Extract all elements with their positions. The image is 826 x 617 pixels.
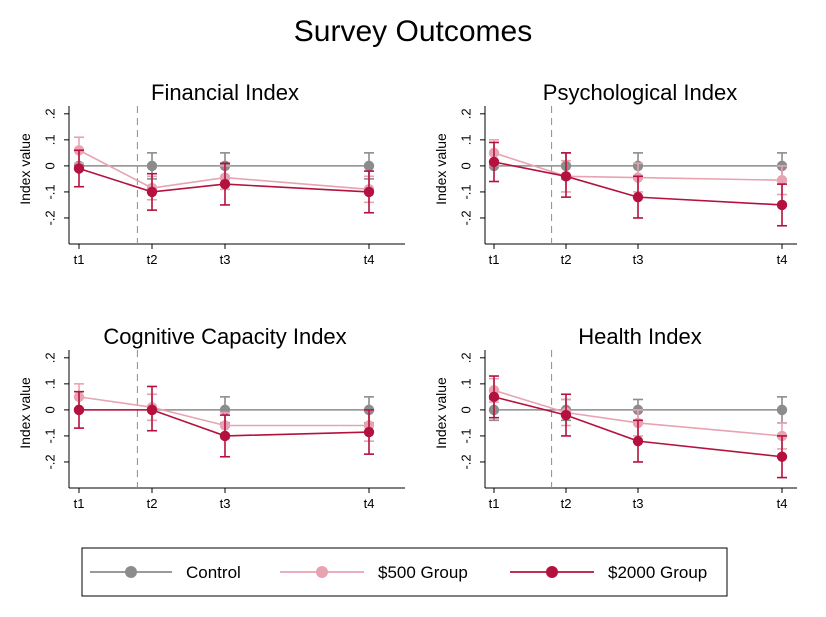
y-tick-label: -.2: [43, 454, 58, 469]
data-point: [363, 160, 375, 172]
series-line: [493, 161, 783, 206]
series--2000-group: [488, 141, 788, 227]
x-tick-label: t1: [74, 252, 85, 267]
y-tick-label: -.1: [459, 428, 474, 443]
chart-panel-1: Financial Index -.2 -.1 0 .1 .2 Index value t1 t…: [17, 80, 405, 267]
y-axis-title: Index value: [17, 133, 33, 205]
chart-panel-2: Psychological Index -.2 -.1 0 .1 .2 Index valu…: [433, 80, 797, 267]
legend-label: Control: [186, 563, 241, 582]
y-tick-label: -.2: [459, 210, 474, 225]
y-tick-label: 0: [459, 406, 474, 413]
x-tick-label: t4: [364, 496, 375, 511]
data-point: [146, 404, 158, 416]
y-tick-label: .1: [459, 134, 474, 145]
legend-marker: [316, 566, 328, 578]
y-tick-label: -.1: [43, 428, 58, 443]
y-tick-label: .1: [43, 378, 58, 389]
series--2000-group: [73, 149, 375, 214]
y-tick-label: .1: [459, 378, 474, 389]
y-axis-title: Index value: [17, 377, 33, 449]
data-point: [146, 186, 158, 198]
chart-panel-4: Health Index -.2 -.1 0 .1 .2 Index value t1 t2 t3…: [433, 324, 797, 511]
y-tick-label: -.1: [43, 184, 58, 199]
legend-marker: [125, 566, 137, 578]
y-tick-label: -.1: [459, 184, 474, 199]
data-point: [73, 163, 85, 174]
data-point: [219, 178, 231, 190]
x-tick-label: t3: [220, 252, 231, 267]
panel-title: Psychological Index: [543, 80, 737, 105]
y-tick-label: .2: [43, 108, 58, 119]
data-point: [363, 186, 375, 198]
y-tick-label: 0: [459, 162, 474, 169]
x-tick-label: t2: [561, 496, 572, 511]
y-tick-label: 0: [43, 406, 58, 413]
legend-item-3: $2000 Group: [510, 563, 707, 582]
y-tick-label: 0: [43, 162, 58, 169]
x-tick-label: t4: [364, 252, 375, 267]
y-axis-title: Index value: [433, 133, 449, 205]
series-line: [493, 389, 783, 437]
data-point: [776, 404, 788, 416]
data-point: [776, 199, 788, 211]
data-point: [219, 430, 231, 442]
data-point: [146, 160, 158, 172]
y-tick-label: .2: [459, 352, 474, 363]
x-tick-label: t3: [633, 496, 644, 511]
data-point: [73, 404, 85, 416]
series-line: [78, 396, 369, 427]
panel-title: Cognitive Capacity Index: [103, 324, 346, 349]
y-tick-label: .2: [43, 352, 58, 363]
series--2000-group: [73, 385, 375, 458]
x-tick-label: t1: [74, 496, 85, 511]
data-point: [776, 451, 788, 462]
legend-label: $2000 Group: [608, 563, 707, 582]
legend-label: $500 Group: [378, 563, 468, 582]
y-tick-label: .2: [459, 108, 474, 119]
data-point: [488, 156, 500, 168]
legend: Control $500 Group $2000 Group: [81, 547, 728, 597]
x-tick-label: t1: [489, 496, 500, 511]
series--2000-group: [488, 375, 788, 479]
x-tick-label: t3: [220, 496, 231, 511]
x-tick-label: t1: [489, 252, 500, 267]
panel-title: Financial Index: [151, 80, 299, 105]
y-tick-label: -.2: [43, 210, 58, 225]
figure-title: Survey Outcomes: [293, 15, 533, 48]
series-line: [78, 149, 370, 191]
data-point: [632, 435, 644, 447]
y-tick-label: .1: [43, 134, 58, 145]
data-point: [560, 171, 572, 182]
x-tick-label: t2: [147, 496, 158, 511]
x-tick-label: t4: [777, 252, 788, 267]
x-tick-label: t4: [777, 496, 788, 511]
chart-panel-3: Cognitive Capacity Index -.2 -.1 0 .1 .2 Index…: [17, 324, 405, 511]
legend-box: [81, 547, 728, 597]
data-point: [776, 175, 788, 186]
data-point: [632, 191, 644, 203]
data-point: [488, 391, 500, 403]
legend-item-1: Control: [90, 563, 241, 582]
x-tick-label: t2: [147, 252, 158, 267]
x-tick-label: t2: [561, 252, 572, 267]
y-axis-title: Index value: [433, 377, 449, 449]
data-point: [363, 426, 375, 438]
data-point: [560, 409, 572, 421]
series-line: [78, 167, 370, 193]
y-tick-label: -.2: [459, 454, 474, 469]
series-line: [493, 396, 783, 458]
series-line: [493, 152, 783, 182]
x-tick-label: t3: [633, 252, 644, 267]
panel-title: Health Index: [578, 324, 702, 349]
legend-item-2: $500 Group: [280, 563, 468, 582]
legend-marker: [546, 566, 558, 578]
series-line: [79, 409, 370, 437]
